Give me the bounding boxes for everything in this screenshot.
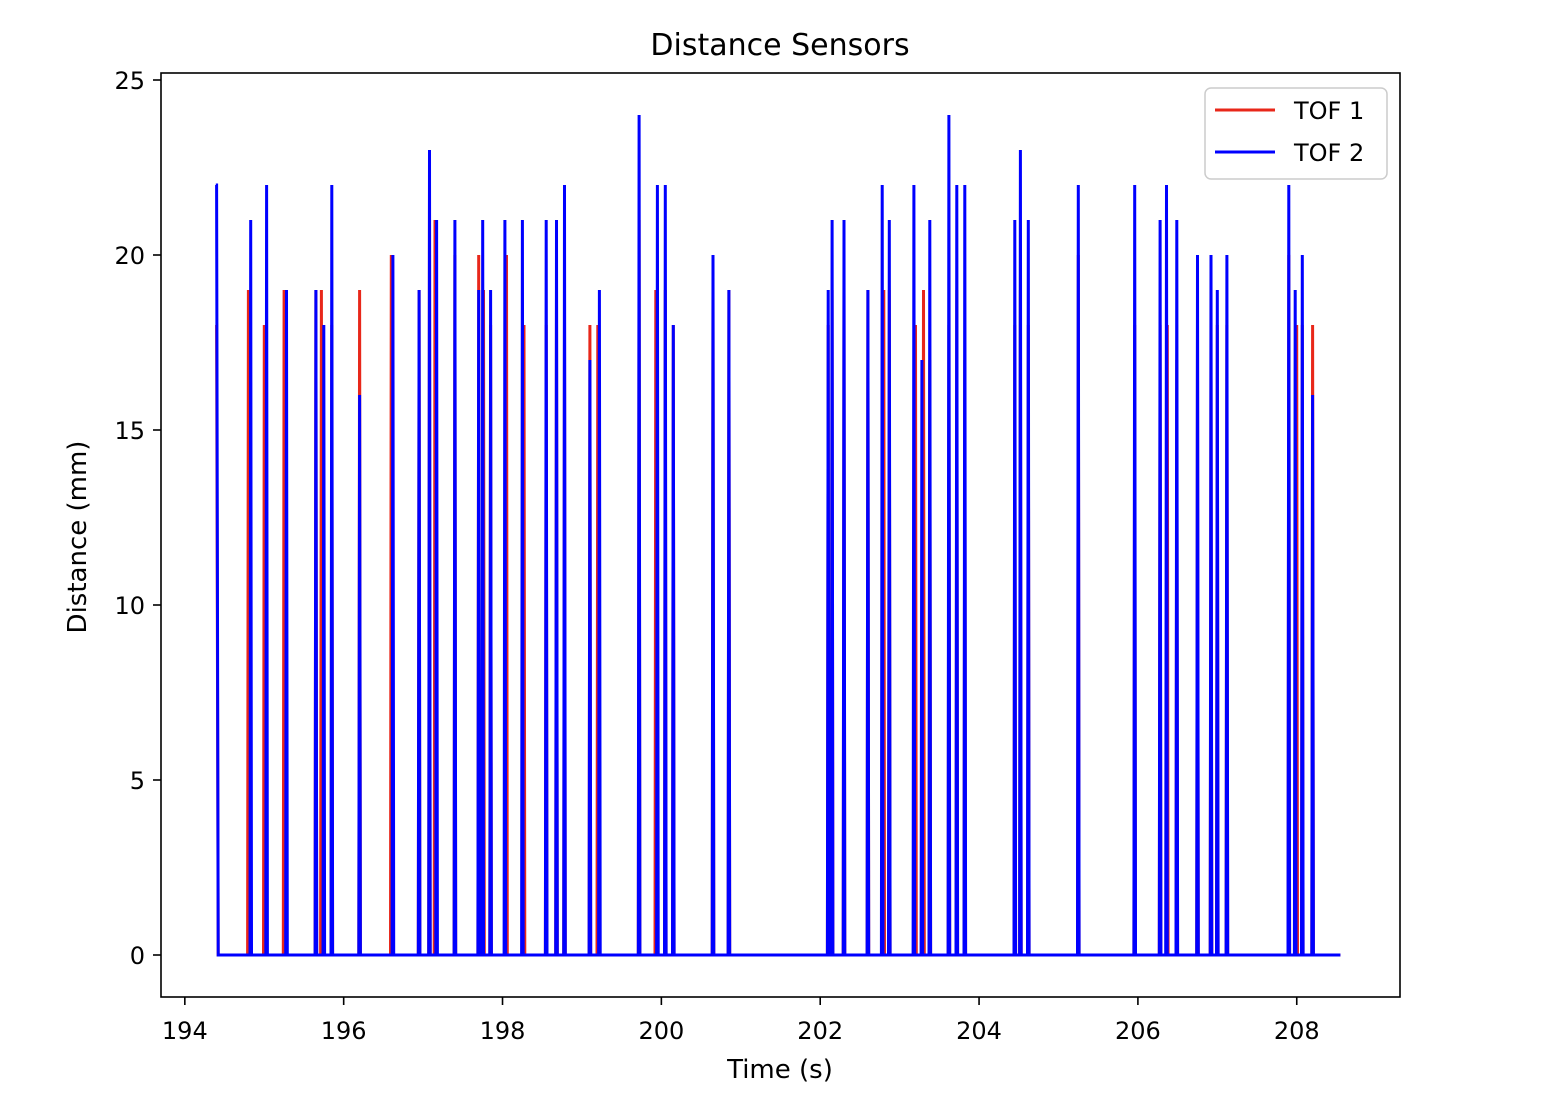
x-tick-label-194: 194 <box>162 1017 208 1045</box>
series-layer <box>215 114 1341 957</box>
series-line-tof-2 <box>215 114 1341 957</box>
y-tick-label-25: 25 <box>114 67 145 95</box>
x-tick-label-198: 198 <box>480 1017 526 1045</box>
x-tick-label-208: 208 <box>1274 1017 1320 1045</box>
y-tick-label-5: 5 <box>130 767 145 795</box>
plot-frame <box>160 72 1401 998</box>
y-tick-label-0: 0 <box>130 942 145 970</box>
x-axis: 194 196 198 200 202 204 206 208 <box>162 997 1320 1045</box>
legend-label-tof-1: TOF 1 <box>1293 97 1364 125</box>
y-axis-label: Distance (mm) <box>63 441 93 634</box>
y-tick-label-10: 10 <box>114 592 145 620</box>
chart-title: Distance Sensors <box>650 28 909 63</box>
x-axis-label: Time (s) <box>726 1055 833 1085</box>
y-axis: 0 5 10 15 20 25 <box>114 67 161 970</box>
x-tick-label-202: 202 <box>797 1017 843 1045</box>
legend-label-tof-2: TOF 2 <box>1293 139 1364 167</box>
x-tick-label-200: 200 <box>638 1017 684 1045</box>
series-line-tof-1 <box>215 184 1341 957</box>
x-tick-label-196: 196 <box>321 1017 367 1045</box>
x-tick-label-204: 204 <box>956 1017 1002 1045</box>
y-tick-label-15: 15 <box>114 417 145 445</box>
y-tick-label-20: 20 <box>114 242 145 270</box>
legend: TOF 1 TOF 2 <box>1204 87 1388 180</box>
x-tick-label-206: 206 <box>1115 1017 1161 1045</box>
